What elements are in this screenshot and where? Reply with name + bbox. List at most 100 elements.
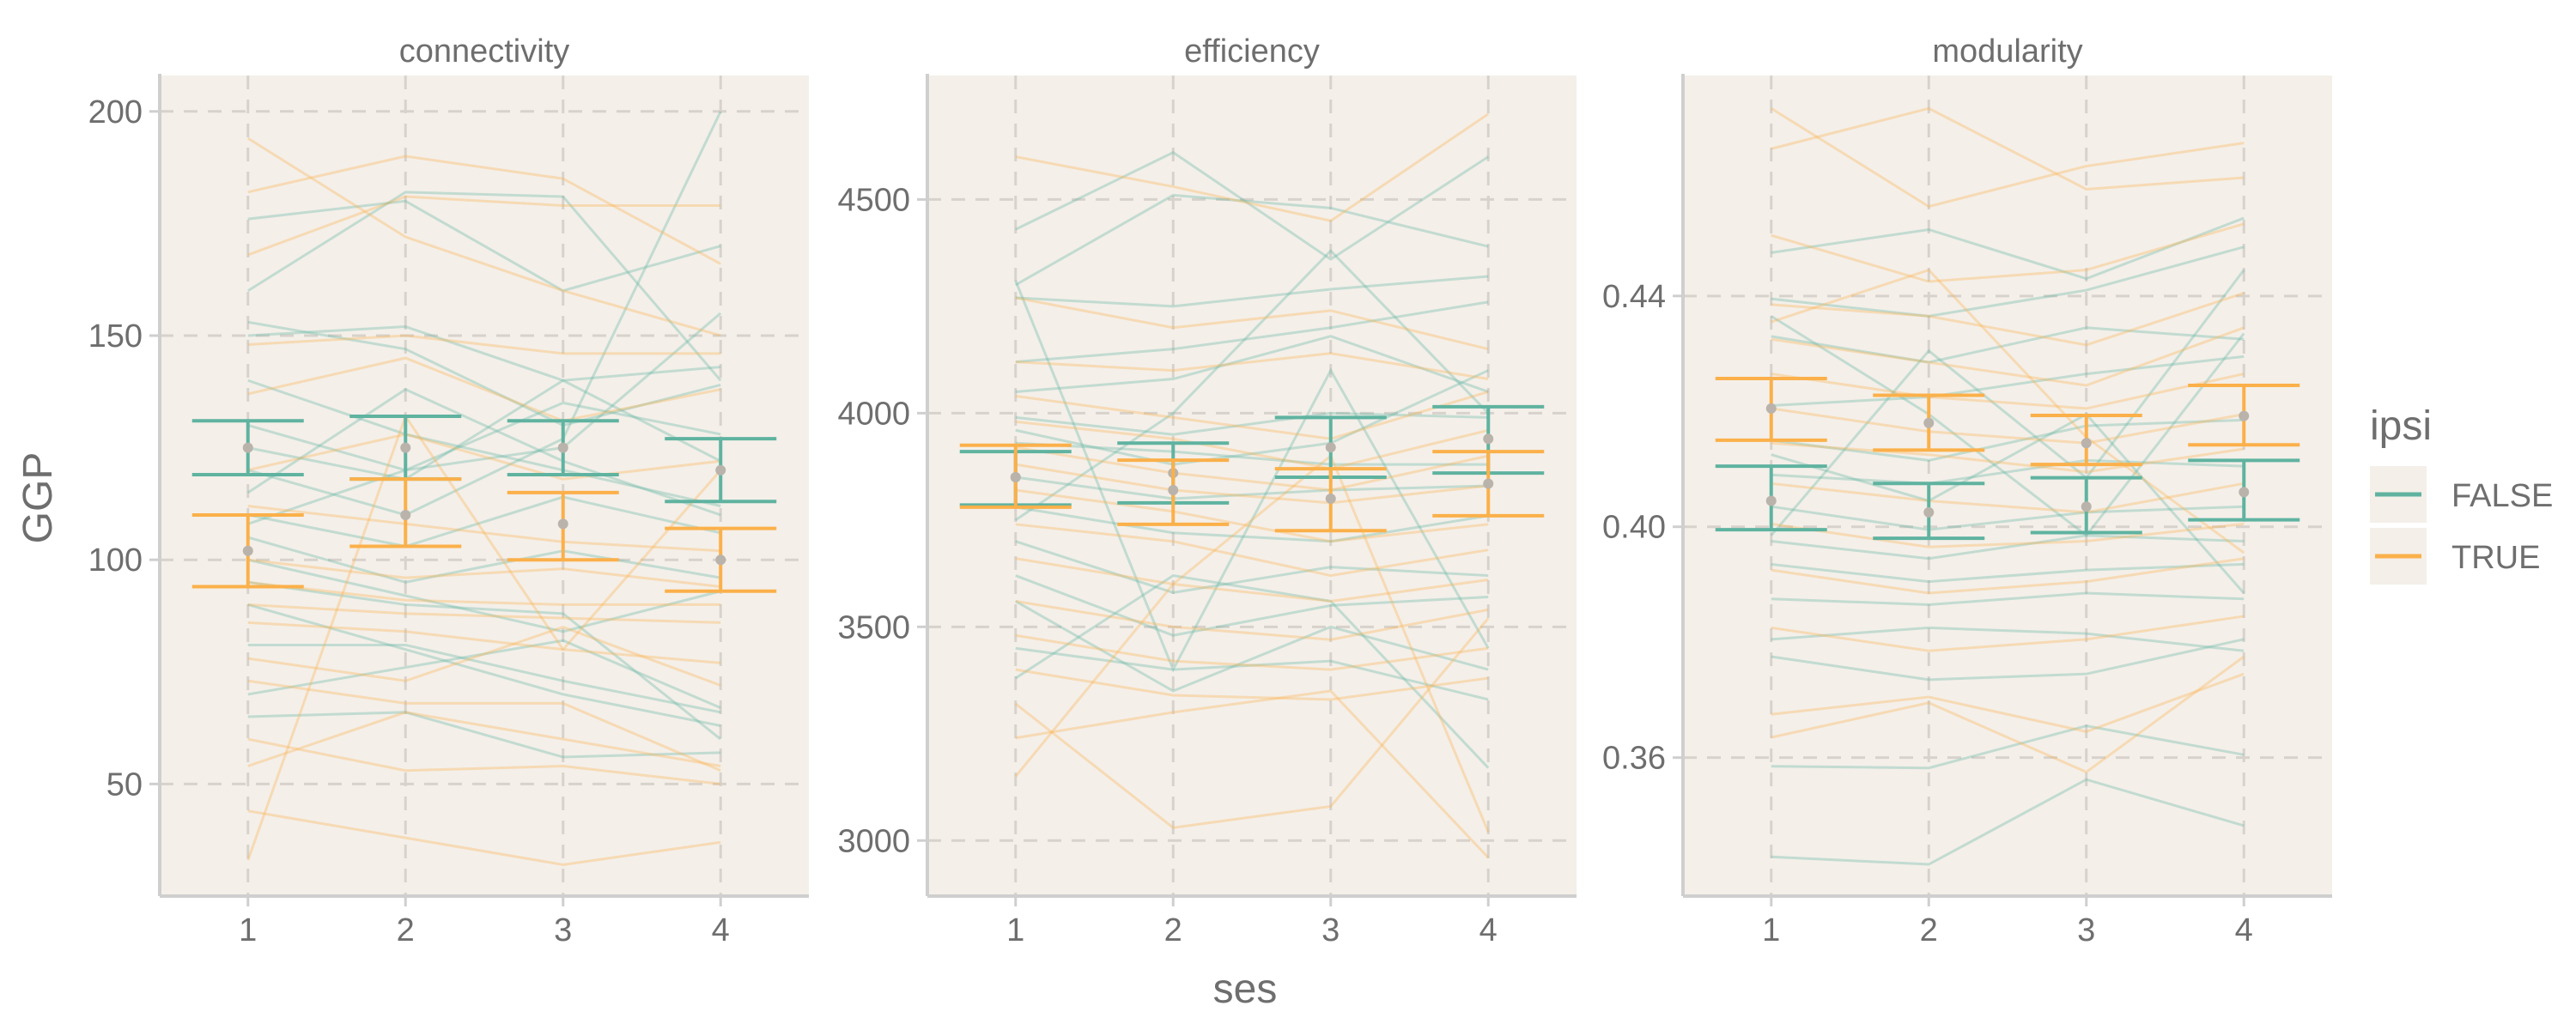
- subject-line-true: [247, 580, 721, 606]
- x-tick-label: 1: [239, 912, 257, 948]
- subject-line-true: [247, 809, 721, 866]
- subject-line-true: [247, 679, 721, 772]
- legend-label-true: TRUE: [2451, 540, 2540, 576]
- subject-line-true: [1015, 557, 1489, 603]
- panel-background: [160, 76, 809, 896]
- subject-line-true: [1015, 689, 1490, 859]
- subject-line-false: [1015, 193, 1489, 287]
- mean-point-true: [1325, 493, 1336, 504]
- subject-line-false: [247, 580, 722, 741]
- x-tick-label: 4: [2235, 912, 2253, 948]
- subject-lines: [246, 111, 722, 866]
- y-tick-label: 200: [88, 94, 143, 130]
- axes: 0.36 0.40 0.44 1 2 3 4: [1602, 74, 2332, 948]
- subject-line-true: [246, 413, 722, 861]
- subject-line-true: [247, 621, 721, 664]
- subject-line-false: [1015, 300, 1489, 364]
- subject-line-false: [1771, 534, 2245, 560]
- subject-line-false: [1770, 269, 2245, 536]
- mean-point-false: [2081, 501, 2092, 512]
- subject-line-false: [1015, 540, 1489, 595]
- y-axis-title: GGP: [15, 452, 61, 544]
- mean-point-false: [1765, 495, 1777, 506]
- mean-point-true: [1483, 478, 1494, 489]
- facet-title: connectivity: [399, 33, 570, 70]
- subject-line-false: [247, 320, 721, 427]
- subject-line-false: [1771, 778, 2245, 866]
- subject-line-true: [247, 737, 721, 785]
- subject-line-false: [247, 558, 721, 633]
- summary-errorbars: [191, 415, 777, 593]
- mean-point-false: [557, 442, 568, 453]
- x-tick-label: 2: [1164, 912, 1182, 948]
- x-axis-title: ses: [1213, 966, 1278, 1012]
- subject-line-true: [246, 136, 721, 337]
- x-tick-label: 2: [397, 912, 415, 948]
- subject-line-false: [247, 639, 721, 709]
- subject-line-false: [1014, 248, 1490, 522]
- subject-line-true: [247, 558, 721, 589]
- subject-line-false: [1771, 216, 2245, 281]
- mean-point-true: [715, 554, 726, 566]
- subject-line-true: [1015, 463, 1489, 505]
- subject-line-true: [1771, 292, 2245, 347]
- subject-line-false: [247, 495, 721, 548]
- subject-line-false: [1015, 275, 1489, 308]
- legend-entry-true: TRUE: [2370, 528, 2540, 585]
- mean-point-true: [557, 518, 568, 530]
- subject-line-false: [247, 199, 721, 293]
- facet-panel-connectivity: 50 100 150 200 1 2 3 4 connectivity: [88, 33, 809, 948]
- subject-line-false: [1015, 646, 1489, 701]
- mean-point-false: [242, 442, 253, 453]
- subject-line-false: [1015, 574, 1489, 637]
- subject-line-true: [1015, 296, 1489, 351]
- subject-line-true: [247, 195, 721, 257]
- panel-background: [1683, 76, 2332, 896]
- subject-line-false: [1015, 506, 1489, 543]
- x-tick-label: 3: [1321, 912, 1340, 948]
- mean-point-false: [715, 464, 726, 476]
- subject-line-true: [1015, 445, 1489, 492]
- subject-line-true: [247, 625, 721, 687]
- mean-point-false: [1483, 433, 1494, 445]
- subject-line-true: [1015, 352, 1489, 381]
- mean-point-true: [400, 509, 411, 520]
- subject-line-false: [246, 191, 722, 382]
- subject-line-true: [1015, 668, 1489, 701]
- subject-line-true: [1771, 615, 2245, 652]
- panel-background: [927, 76, 1577, 896]
- mean-point-true: [1010, 472, 1021, 483]
- y-tick-label: 0.44: [1602, 279, 1666, 315]
- mean-point-true: [1765, 403, 1777, 414]
- subject-line-false: [247, 536, 721, 584]
- facet-title: modularity: [1932, 33, 2082, 70]
- subject-line-false: [247, 379, 721, 481]
- subject-line-false: [247, 312, 722, 525]
- subject-line-false: [1014, 573, 1490, 769]
- subject-line-false: [1015, 150, 1490, 261]
- x-tick-label: 4: [712, 912, 730, 948]
- y-tick-label: 4500: [837, 182, 910, 218]
- subject-line-false: [247, 325, 721, 382]
- subject-line-false: [247, 379, 721, 507]
- subject-line-false: [1771, 245, 2245, 318]
- x-tick-label: 2: [1920, 912, 1938, 948]
- subject-line-false: [1771, 562, 2245, 584]
- mean-point-true: [2239, 410, 2250, 421]
- facet-title: efficiency: [1184, 33, 1320, 70]
- subject-line-false: [247, 111, 722, 517]
- x-tick-label: 1: [1762, 912, 1780, 948]
- x-tick-label: 4: [1479, 912, 1498, 948]
- subject-line-true: [1015, 112, 1490, 222]
- subject-line-false: [1015, 369, 1489, 466]
- x-tick-label: 1: [1006, 912, 1024, 948]
- y-tick-label: 3500: [837, 609, 910, 645]
- subject-line-true: [1770, 107, 2245, 209]
- subject-line-false: [1771, 418, 2245, 462]
- subject-line-true: [247, 603, 721, 624]
- subject-line-false: [1771, 505, 2245, 531]
- subject-line-true: [1015, 488, 1489, 543]
- subject-lines: [1770, 106, 2245, 866]
- mean-point-true: [2081, 438, 2092, 449]
